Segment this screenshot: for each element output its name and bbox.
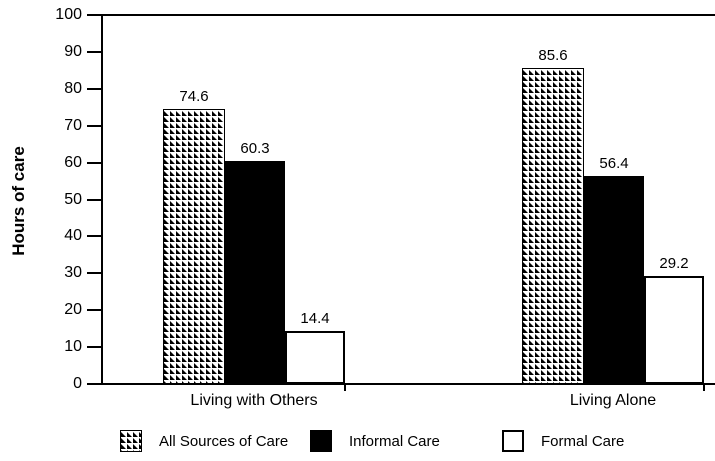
y-axis-tick: [87, 199, 101, 201]
legend-item-informal-care: Informal Care: [310, 430, 440, 452]
bar-value-label: 29.2: [659, 255, 689, 272]
category-label-living-with-others: Living with Others: [190, 392, 318, 409]
legend-label-formal-care: Formal Care: [541, 432, 625, 450]
y-axis-tick-label: 30: [64, 264, 82, 281]
y-axis-tick: [87, 162, 101, 164]
bar-value-label: 85.6: [538, 47, 568, 64]
y-axis-line: [101, 14, 103, 385]
y-axis-tick: [87, 125, 101, 127]
bar-all-sources-of-care-living-with-others: [163, 109, 225, 384]
y-axis-tick: [87, 383, 101, 385]
y-axis-tick: [87, 51, 101, 53]
y-axis-tick: [87, 14, 101, 16]
bar-value-label: 14.4: [300, 310, 330, 327]
category-tick: [344, 384, 346, 391]
legend-item-formal-care: Formal Care: [502, 430, 624, 452]
y-axis-tick: [87, 235, 101, 237]
legend-label-all-sources-of-care: All Sources of Care: [159, 432, 289, 450]
x-axis-line: [87, 383, 715, 385]
y-axis-tick-label: 0: [73, 375, 82, 392]
y-axis-tick-label: 20: [64, 301, 82, 318]
y-axis-tick-label: 90: [64, 43, 82, 60]
legend-swatch-black-icon: [310, 430, 332, 452]
y-axis-tick-label: 60: [64, 154, 82, 171]
bar-value-label: 60.3: [240, 140, 270, 157]
bar-informal-care-living-alone: [584, 176, 644, 384]
category-label-living-alone: Living Alone: [569, 392, 657, 409]
bar-value-label: 74.6: [179, 88, 209, 105]
bar-all-sources-of-care-living-alone: [522, 68, 584, 384]
category-tick: [703, 384, 705, 391]
y-axis-tick: [87, 272, 101, 274]
y-axis-tick-label: 50: [64, 191, 82, 208]
y-axis-tick-label: 80: [64, 80, 82, 97]
legend-item-all-sources-of-care: All Sources of Care: [120, 430, 288, 452]
y-axis-tick-label: 70: [64, 117, 82, 134]
legend-swatch-hatched-icon: [120, 430, 142, 452]
y-axis-title: Hours of care: [9, 146, 28, 256]
y-axis-tick: [87, 88, 101, 90]
y-axis-tick: [87, 346, 101, 348]
bar-formal-care-living-alone: [644, 276, 704, 384]
bar-informal-care-living-with-others: [225, 161, 285, 384]
bar-formal-care-living-with-others: [285, 331, 345, 384]
y-axis-tick: [87, 309, 101, 311]
y-axis-tick-label: 40: [64, 227, 82, 244]
plot-top-border: [101, 14, 715, 16]
legend-label-informal-care: Informal Care: [349, 432, 440, 450]
bar-value-label: 56.4: [599, 155, 629, 172]
legend-swatch-white-icon: [502, 430, 524, 452]
y-axis-tick-label: 10: [64, 338, 82, 355]
y-axis-tick-label: 100: [55, 6, 82, 23]
